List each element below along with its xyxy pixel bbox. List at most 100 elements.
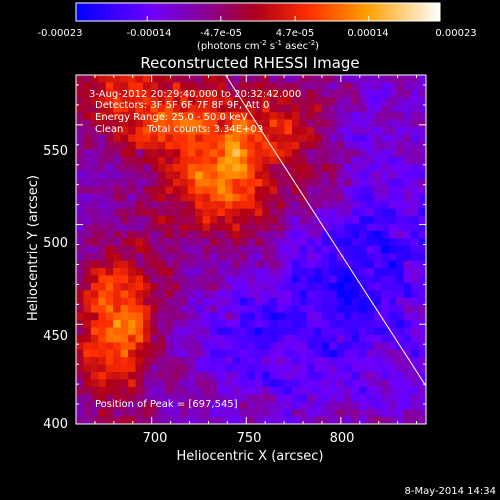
- heatmap-cell: [143, 290, 152, 299]
- heatmap-cell: [172, 223, 181, 232]
- heatmap-cell: [83, 178, 92, 187]
- heatmap-cell: [403, 230, 412, 239]
- heatmap-cell: [262, 186, 271, 195]
- colorbar-tick-label: 0.00014: [347, 28, 388, 39]
- heatmap-cell: [411, 305, 420, 314]
- heatmap-cell: [76, 82, 85, 91]
- heatmap-cell: [232, 126, 241, 136]
- heatmap-cell: [98, 126, 107, 136]
- heatmap-cell: [224, 379, 233, 388]
- heatmap-cell: [76, 379, 85, 388]
- heatmap-cell: [351, 327, 360, 336]
- heatmap-cell: [157, 349, 166, 358]
- heatmap-cell: [388, 171, 397, 180]
- heatmap-cell: [217, 364, 226, 373]
- heatmap-cell: [90, 416, 99, 424]
- heatmap-cell: [411, 275, 420, 284]
- heatmap-cell: [90, 156, 99, 165]
- heatmap-cell: [418, 119, 426, 128]
- heatmap-cell: [76, 282, 85, 291]
- heatmap-cell: [314, 320, 323, 329]
- heatmap-cell: [358, 357, 368, 366]
- heatmap-cell: [128, 364, 137, 373]
- heatmap-cell: [344, 126, 353, 136]
- heatmap-cell: [172, 342, 181, 351]
- heatmap-cell: [195, 97, 204, 106]
- heatmap-cell: [262, 75, 271, 84]
- heatmap-cell: [224, 268, 233, 277]
- heatmap-cell: [381, 216, 390, 225]
- heatmap-cell: [120, 364, 129, 373]
- heatmap-cell: [180, 297, 189, 306]
- heatmap-cell: [232, 245, 241, 254]
- heatmap-cell: [217, 126, 226, 136]
- heatmap-cell: [366, 282, 375, 291]
- heatmap-cell: [202, 119, 211, 128]
- heatmap-cell: [105, 334, 114, 343]
- heatmap-cell: [187, 409, 196, 418]
- heatmap-cell: [247, 208, 256, 217]
- heatmap-cell: [187, 126, 196, 136]
- heatmap-cell: [262, 334, 271, 343]
- heatmap-cell: [321, 268, 330, 277]
- heatmap-cell: [373, 171, 382, 180]
- heatmap-cell: [329, 171, 338, 180]
- heatmap-cell: [269, 186, 278, 195]
- heatmap-cell: [247, 305, 256, 314]
- heatmap-cell: [291, 357, 301, 366]
- heatmap-cell: [172, 312, 181, 321]
- plot-frame: [75, 74, 427, 425]
- heatmap-cell: [277, 104, 286, 113]
- heatmap-cell: [358, 141, 368, 150]
- heatmap-cell: [344, 364, 353, 373]
- heatmap-cell: [291, 149, 301, 158]
- heatmap-cell: [172, 357, 181, 366]
- heatmap-cell: [143, 297, 152, 306]
- heatmap-cell: [247, 357, 256, 366]
- heatmap-cell: [321, 297, 330, 306]
- heatmap-cell: [105, 89, 114, 98]
- heatmap-cell: [344, 379, 353, 388]
- heatmap-cell: [165, 342, 174, 351]
- heatmap-cell: [336, 312, 345, 321]
- heatmap-cell: [247, 349, 256, 358]
- heatmap-cell: [150, 75, 159, 84]
- heatmap-cell: [388, 97, 397, 106]
- heatmap-cell: [187, 320, 196, 329]
- heatmap-cell: [291, 201, 301, 210]
- heatmap-cell: [269, 409, 278, 418]
- heatmap-cell: [373, 342, 382, 351]
- heatmap-cell: [98, 238, 107, 247]
- heatmap-cell: [180, 416, 189, 424]
- heatmap-cell: [366, 297, 375, 306]
- heatmap-cell: [358, 119, 368, 128]
- heatmap-cell: [105, 394, 114, 403]
- heatmap-cell: [143, 149, 152, 158]
- heatmap-cell: [269, 260, 278, 269]
- heatmap-cell: [172, 156, 181, 165]
- heatmap-cell: [187, 186, 196, 195]
- heatmap-cell: [239, 416, 248, 424]
- heatmap-cell: [202, 342, 211, 351]
- heatmap-cell: [373, 164, 382, 173]
- heatmap-cell: [224, 290, 233, 299]
- heatmap-cell: [217, 245, 226, 254]
- heatmap-cell: [135, 89, 144, 98]
- heatmap-cell: [113, 342, 122, 351]
- heatmap-cell: [239, 357, 248, 366]
- heatmap-cell: [388, 401, 397, 410]
- heatmap-cell: [321, 372, 330, 381]
- heatmap-cell: [396, 297, 405, 306]
- heatmap-cell: [157, 193, 166, 202]
- heatmap-cell: [247, 394, 256, 403]
- heatmap-cell: [277, 268, 286, 277]
- heatmap-cell: [143, 364, 152, 373]
- annotation-detectors: Detectors: 3F 5F 6F 7F 8F 9F, Att 0: [95, 100, 269, 111]
- heatmap-cell: [262, 372, 271, 381]
- heatmap-cell: [135, 223, 144, 232]
- heatmap-cell: [284, 386, 293, 395]
- heatmap-cell: [403, 208, 412, 217]
- heatmap-cell: [180, 357, 189, 366]
- heatmap-cell: [321, 290, 330, 299]
- heatmap-cell: [403, 342, 412, 351]
